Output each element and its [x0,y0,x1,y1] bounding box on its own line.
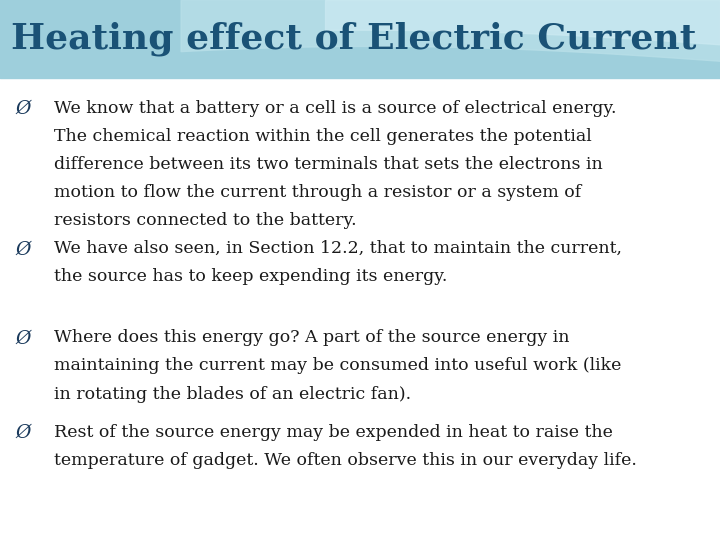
Text: maintaining the current may be consumed into useful work (like: maintaining the current may be consumed … [54,357,621,374]
Text: We have also seen, in Section 12.2, that to maintain the current,: We have also seen, in Section 12.2, that… [54,240,622,257]
Text: temperature of gadget. We often observe this in our everyday life.: temperature of gadget. We often observe … [54,452,637,469]
Text: Heating effect of Electric Current: Heating effect of Electric Current [11,22,696,56]
Text: Ø: Ø [16,329,31,347]
Text: motion to flow the current through a resistor or a system of: motion to flow the current through a res… [54,184,581,201]
Text: Ø: Ø [16,100,31,118]
Text: Where does this energy go? A part of the source energy in: Where does this energy go? A part of the… [54,329,570,346]
Text: The chemical reaction within the cell generates the potential: The chemical reaction within the cell ge… [54,128,592,145]
Text: in rotating the blades of an electric fan).: in rotating the blades of an electric fa… [54,386,411,402]
Text: difference between its two terminals that sets the electrons in: difference between its two terminals tha… [54,156,603,173]
Text: Ø: Ø [16,240,31,258]
Text: Ø: Ø [16,424,31,442]
Text: We know that a battery or a cell is a source of electrical energy.: We know that a battery or a cell is a so… [54,100,616,117]
Text: Rest of the source energy may be expended in heat to raise the: Rest of the source energy may be expende… [54,424,613,441]
Text: the source has to keep expending its energy.: the source has to keep expending its ene… [54,268,447,285]
Text: resistors connected to the battery.: resistors connected to the battery. [54,212,356,229]
